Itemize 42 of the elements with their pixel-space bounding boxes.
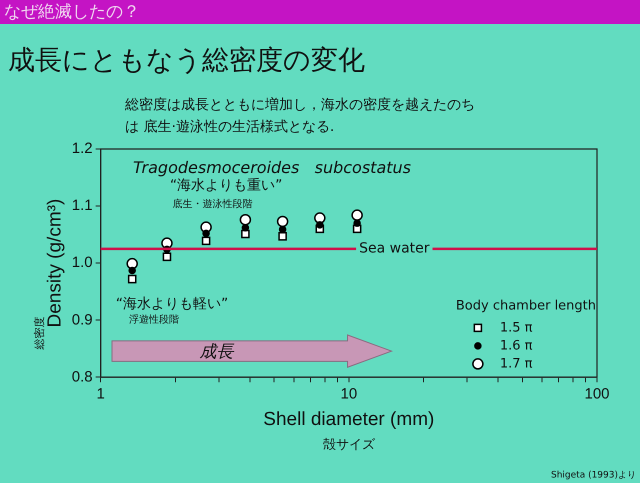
y-tick-label: 0.8 (72, 368, 93, 386)
point (314, 212, 326, 224)
annotation: “海水よりも重い” (170, 178, 282, 194)
point (202, 236, 210, 246)
legend-label: 1.7 π (500, 356, 533, 372)
annotation: “海水よりも軽い” (116, 296, 228, 312)
point (351, 209, 363, 221)
annotation: 成長 (198, 341, 236, 364)
legend-label: 1.6 π (500, 338, 533, 354)
annotation: 底生・遊泳性段階 (172, 198, 253, 210)
y-axis-title: Density (g/cm³) (44, 198, 66, 328)
ref-line-label: Sea water (359, 240, 430, 256)
point (240, 214, 252, 226)
x-tick-label: 100 (584, 385, 610, 402)
x-tick-label: 10 (340, 385, 358, 402)
y-tick-label: 1.2 (72, 140, 93, 158)
point (278, 232, 287, 241)
text: 総密度 (32, 316, 46, 351)
point (128, 266, 136, 274)
y-tick-label: 1.1 (72, 197, 93, 214)
point (126, 258, 138, 270)
y-tick-label: 1.0 (72, 254, 93, 272)
x-axis-title: Shell diameter (mm) (263, 408, 434, 430)
text: 殻サイズ (322, 438, 376, 453)
legend-label: 1.5 π (500, 320, 533, 336)
x-tick-label: 1 (96, 385, 105, 402)
text: なぜ絶滅したの？ (0, 0, 640, 24)
chart-subtitle: 総密度は成長とともに増加し，海水の密度を越えたのちは 底生·遊泳性の生活様式となる. (125, 96, 476, 137)
point (202, 230, 210, 238)
text: Shigeta (1993)より (551, 470, 636, 480)
point (128, 274, 136, 284)
annotation: 浮遊性段階 (128, 314, 179, 326)
chart-title: 成長にともなう総密度の変化 (8, 44, 365, 78)
point (242, 224, 250, 232)
point (241, 230, 250, 238)
y-tick-label: 0.9 (72, 311, 93, 328)
annotation: Tragodesmoceroides subcostatus (132, 158, 411, 178)
point (276, 216, 288, 228)
arrow: 成長 (110, 334, 393, 369)
point (353, 219, 361, 227)
point (316, 221, 324, 229)
legend-title: Body chamber length (456, 298, 596, 314)
